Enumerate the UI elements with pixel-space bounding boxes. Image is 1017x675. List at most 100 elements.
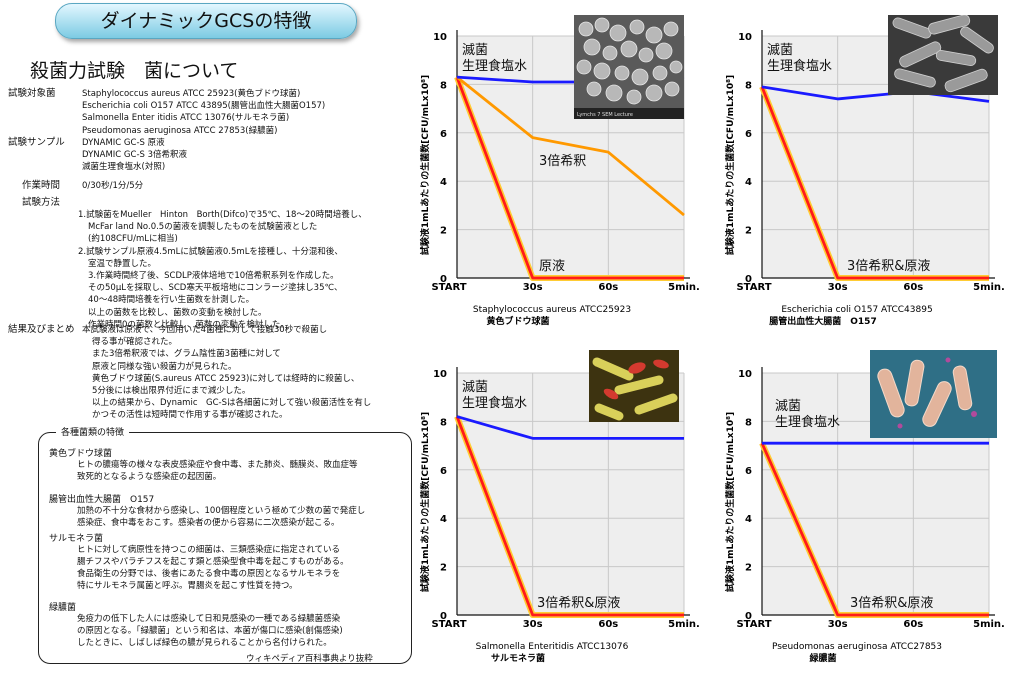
- x-tick-label: 30s: [523, 282, 543, 293]
- y-tick-label: 0: [745, 274, 752, 285]
- time-label: 作業時間: [22, 180, 61, 191]
- features-title: 各種菌類の特徴: [56, 425, 130, 438]
- x-tick-label: 5min.: [973, 619, 1005, 630]
- method-line: 3.作業時間終了後、SCDLP液体培地で10倍希釈系列を作成した。: [88, 270, 339, 281]
- y-tick-label: 0: [440, 274, 447, 285]
- y-tick-label: 10: [433, 32, 447, 43]
- series-label: 3倍希釈: [539, 154, 586, 169]
- method-text: 1.試験菌をMueller Hinton Borth(Difco)で35℃、18…: [78, 209, 367, 331]
- series-label: 3倍希釈&原液: [847, 259, 930, 274]
- x-tick-label: 30s: [828, 619, 848, 630]
- series-label: 生理食塩水: [462, 395, 527, 411]
- method-line: (約108CFU/mLに相当): [88, 234, 178, 245]
- sample-item: 滅菌生理食塩水(対照): [82, 162, 166, 173]
- y-tick-label: 6: [440, 129, 447, 140]
- y-tick-label: 6: [745, 129, 752, 140]
- y-tick-label: 4: [745, 177, 752, 188]
- x-tick-label: 5min.: [973, 282, 1005, 293]
- ecoli-photo: [888, 15, 998, 95]
- y-tick-label: 2: [440, 563, 447, 574]
- chart-caption: Pseudomonas aeruginosa ATCC27853: [772, 642, 942, 652]
- series-label: 滅菌: [462, 380, 488, 395]
- result-line: 得る事が確認された。: [92, 337, 178, 348]
- series-line: [455, 76, 684, 280]
- series-label: 3倍希釈&原液: [537, 596, 620, 611]
- series-label: 滅菌: [775, 399, 801, 414]
- x-tick-label: 60s: [598, 619, 618, 630]
- x-tick-label: 60s: [903, 282, 923, 293]
- chart-caption-jp: 腸管出血性大腸菌 O157: [769, 315, 876, 327]
- feature-name: 緑膿菌: [49, 603, 77, 613]
- sample-list: DYNAMIC GC-S 原液 DYNAMIC GC-S 3倍希釈液 滅菌生理食…: [82, 137, 187, 174]
- feature-line: の原因となる。「緑膿菌」という和名は、本菌が傷口に感染(創傷感染): [77, 626, 343, 636]
- result-text: 本試験液は原液で、今回用いた4菌種に対して接触30秒で殺菌し 得る事が確認された…: [82, 324, 371, 422]
- pseudomonas-photo: [870, 350, 997, 438]
- target-list: Staphylococcus aureus ATCC 25923(黄色ブドウ球菌…: [82, 88, 325, 137]
- staphylococcus-photo: Lymchs 7 SEM Lecture: [574, 15, 684, 119]
- y-axis-label: 試験液1mLあたりの生菌数[CFU/mLx10⁸]: [724, 75, 736, 255]
- series-label: 滅菌: [767, 43, 793, 58]
- method-line: 1.試験菌をMueller Hinton Borth(Difco)で35℃、18…: [78, 210, 367, 220]
- chart-caption-jp: サルモネラ菌: [491, 652, 545, 664]
- chart-svg: 0 2 4 6 8 10 START 30s 60s 5min. 試験液1mLあたりの生菌数[CFU…: [724, 30, 1005, 327]
- feature-line: ヒトに対して病原性を持つこの細菌は、三類感染症に指定されている: [77, 545, 340, 555]
- result-line: 原液と同様な強い殺菌力が見られた。: [92, 361, 237, 372]
- y-axis-label: 試験液1mLあたりの生菌数[CFU/mLx10⁸]: [419, 75, 431, 255]
- y-tick-label: 6: [440, 466, 447, 477]
- target-item: Salmonella Enter itidis ATCC 13076(サルモネラ…: [82, 113, 290, 124]
- y-tick-label: 8: [745, 80, 752, 91]
- feature-line: ヒトの膿瘍等の様々な表皮感染症や食中毒、また肺炎、髄膜炎、敗血症等: [77, 460, 358, 470]
- x-tick-label: START: [431, 282, 466, 293]
- x-tick-label: START: [431, 619, 466, 630]
- result-line: また3倍希釈液では、グラム陰性菌3菌種に対して: [92, 349, 281, 360]
- result-line: 本試験液は原液で、今回用いた4菌種に対して接触30秒で殺菌し: [82, 325, 328, 335]
- feature-line: 食品衛生の分野では、後者にあたる食中毒の原因となるサルモネラを: [77, 569, 341, 579]
- section-heading: 殺菌力試験 菌について: [30, 60, 239, 82]
- x-tick-label: 5min.: [668, 282, 700, 293]
- result-label: 結果及びまとめ: [8, 324, 75, 335]
- series-line: [760, 442, 989, 617]
- chart-salmonella: 0 2 4 6 8 10 START 30s 60s 5min. 試験液1mLあたりの生菌数[CFU…: [410, 345, 706, 675]
- x-tick-label: 5min.: [668, 619, 700, 630]
- y-tick-label: 10: [738, 369, 752, 380]
- method-line: McFar land No.0.5の菌液を調製したものを試験菌液とした: [88, 222, 318, 233]
- feature-text: 免疫力の低下した人には感染して日和見感染の一種である緑膿菌感染 の原因となる。「…: [77, 613, 343, 649]
- series-label: 滅菌: [462, 43, 488, 58]
- x-tick-label: 30s: [523, 619, 543, 630]
- y-tick-label: 2: [745, 563, 752, 574]
- chart-caption: Escherichia coli O157 ATCC43895: [781, 305, 932, 315]
- y-tick-label: 0: [440, 611, 447, 622]
- y-tick-label: 6: [745, 466, 752, 477]
- y-tick-label: 2: [745, 226, 752, 237]
- feature-name: 黄色ブドウ球菌: [49, 449, 113, 459]
- method-line: 40～48時間培養を行い生菌数を計測した。: [88, 295, 255, 306]
- method-line: 以上の菌数を比較し、菌数の変動を検討した。: [88, 307, 267, 318]
- features-box: 黄色ブドウ球菌 ヒトの膿瘍等の様々な表皮感染症や食中毒、また肺炎、髄膜炎、敗血症…: [38, 432, 412, 664]
- chart-caption: Staphylococcus aureus ATCC25923: [473, 305, 631, 315]
- feature-line: 加熱の不十分な食材から感染し、100個程度という極めて少数の菌で発症し: [77, 506, 366, 516]
- target-item: Pseudomonas aeruginosa ATCC 27853(緑膿菌): [82, 125, 278, 136]
- chart-ecoli: 0 2 4 6 8 10 START 30s 60s 5min. 試験液1mLあたりの生菌数[CFU…: [715, 8, 1011, 338]
- y-tick-label: 0: [745, 611, 752, 622]
- method-line: その50μLを採取し、SCD寒天平板培地にコンラージ塗抹し35℃、: [88, 283, 343, 294]
- chart-svg: 0 2 4 6 8 10 START 30s 60s 5min. 試験液1mLあたりの生菌数[CFU…: [419, 367, 700, 664]
- feature-name: サルモネラ菌: [49, 534, 104, 544]
- sample-label: 試験サンプル: [8, 137, 65, 148]
- feature-line: 致死的となるような感染症の起因菌。: [77, 472, 222, 482]
- x-tick-label: 60s: [598, 282, 618, 293]
- series-label: 生理食塩水: [775, 414, 840, 430]
- feature-line: したときに、しばしば緑色の膿が見られることから名付けられた。: [77, 638, 332, 648]
- y-tick-label: 4: [440, 177, 447, 188]
- series-line: [761, 85, 990, 103]
- series-line: [455, 416, 684, 617]
- feature-text: 加熱の不十分な食材から感染し、100個程度という極めて少数の菌で発症し 感染症、…: [77, 505, 365, 529]
- y-axis-label: 試験液1mLあたりの生菌数[CFU/mLx10⁸]: [419, 412, 431, 592]
- y-tick-label: 10: [738, 32, 752, 43]
- feature-name: 腸管出血性大腸菌 O157: [49, 495, 155, 505]
- series-line: [456, 76, 685, 217]
- photo-scale-text: Lymchs 7 SEM Lecture: [577, 112, 633, 118]
- y-tick-label: 8: [440, 80, 447, 91]
- feature-line: 感染症、食中毒をおこす。感染者の便から容易に二次感染が起こる。: [77, 518, 340, 528]
- y-tick-label: 4: [745, 514, 752, 525]
- feature-text: ヒトに対して病原性を持つこの細菌は、三類感染症に指定されている 腸チフスやパラチ…: [77, 544, 349, 592]
